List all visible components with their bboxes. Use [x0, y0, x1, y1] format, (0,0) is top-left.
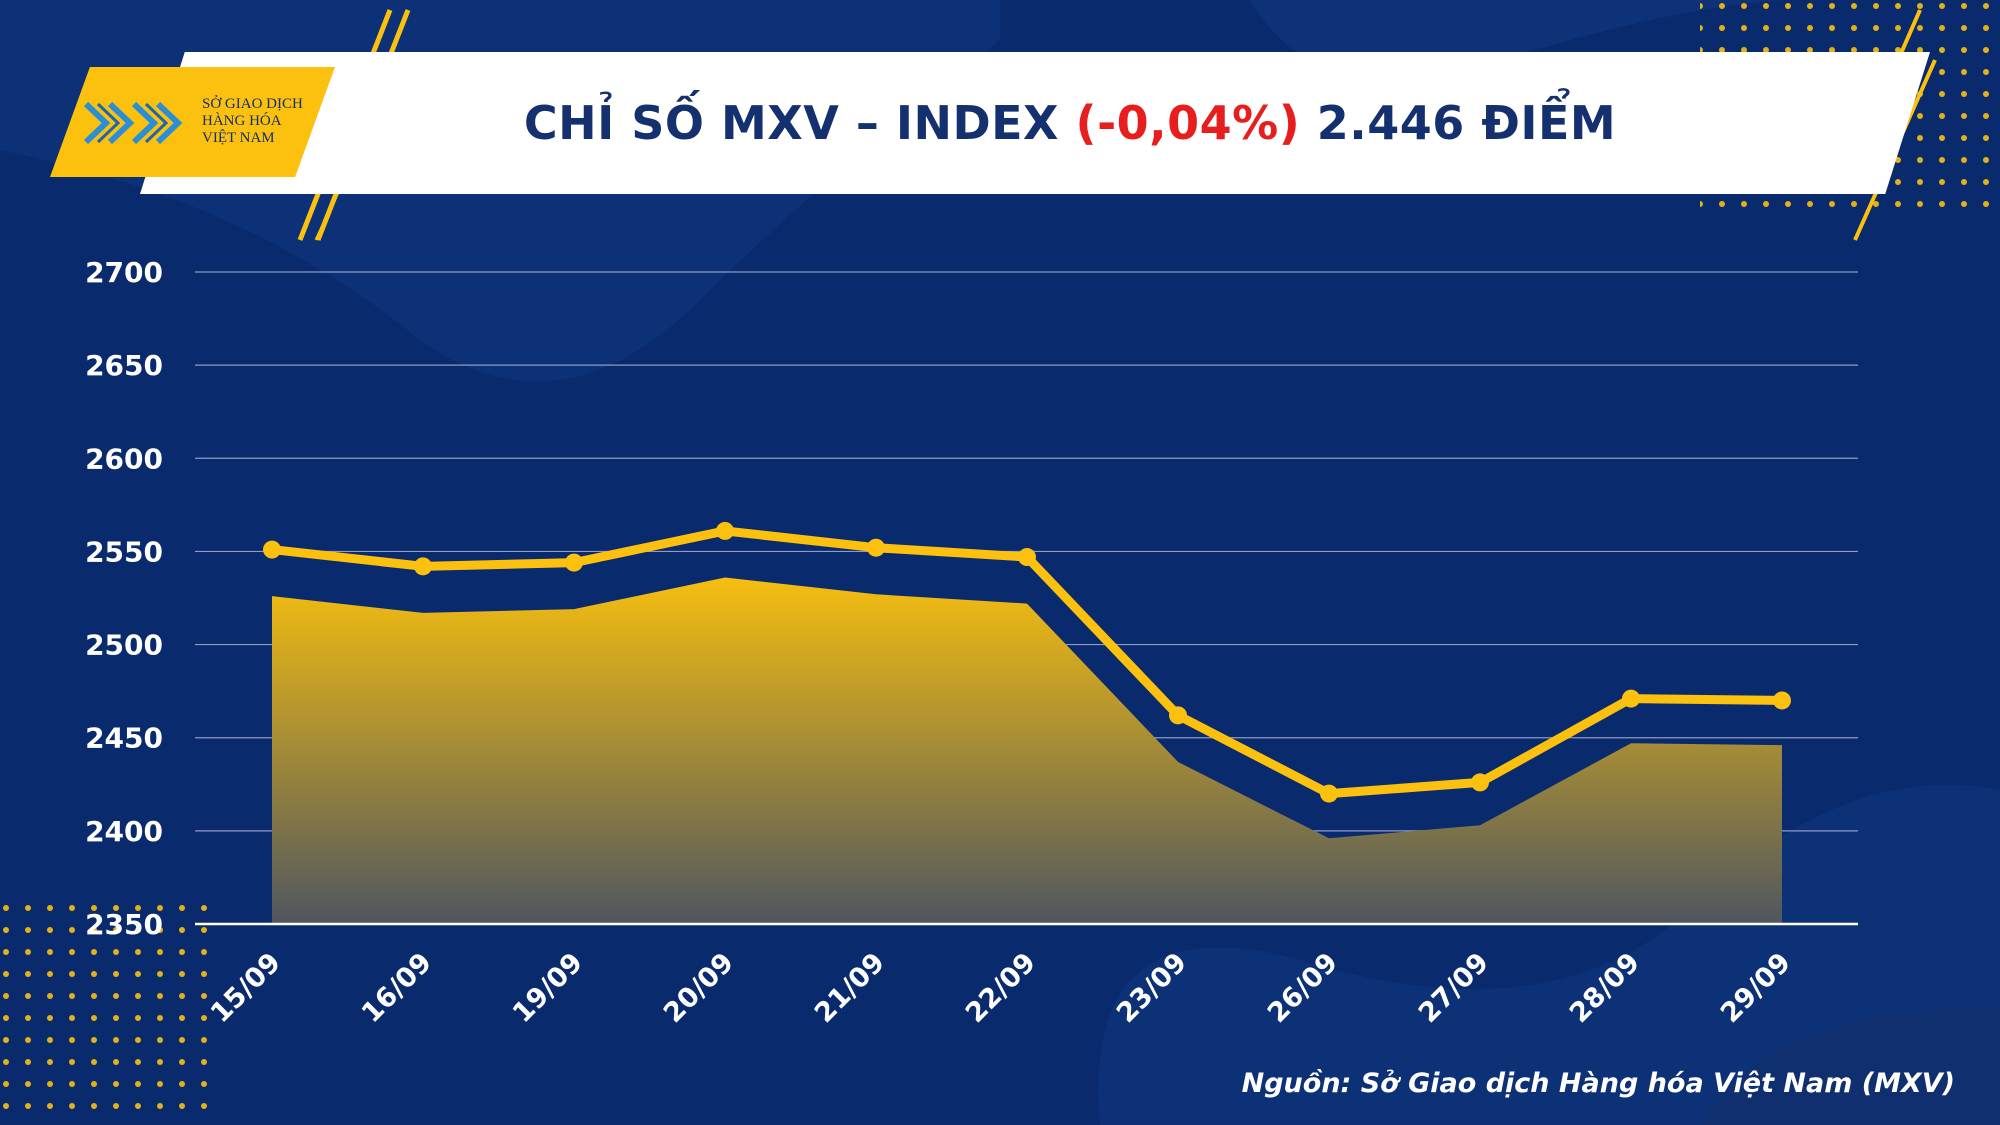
x-tick-label: 16/09: [356, 947, 438, 1029]
data-point: [565, 553, 583, 572]
y-tick-label: 2450: [85, 722, 163, 755]
data-point: [1169, 706, 1187, 725]
x-tick-label: 20/09: [658, 947, 740, 1029]
title-suffix: 2.446 ĐIỂM: [1300, 96, 1617, 150]
header-bar: [140, 52, 1930, 194]
x-tick-label: 28/09: [1564, 947, 1646, 1029]
area-series: [272, 577, 1782, 924]
logo-line-2: HÀNG HÓA: [202, 113, 282, 129]
x-axis-ticks: 15/09 16/09 19/09 20/09 21/09 22/09 23/09 26/09…: [205, 947, 1797, 1029]
data-point: [263, 540, 281, 559]
logo-box: [50, 67, 335, 177]
x-tick-label: 22/09: [960, 947, 1042, 1029]
title-prefix: CHỈ SỐ MXV – INDEX: [523, 96, 1076, 150]
logo-text: SỞ GIAO DỊCH HÀNG HÓA VIỆT NAM: [202, 96, 332, 147]
y-tick-label: 2650: [85, 349, 163, 382]
line-series: [263, 521, 1791, 803]
mxv-logo-icon: [83, 101, 183, 145]
data-point: [1622, 689, 1640, 708]
x-tick-label: 21/09: [809, 947, 891, 1029]
y-tick-label: 2350: [85, 908, 163, 941]
area-series-fill: [272, 577, 1782, 924]
x-tick-label: 29/09: [1715, 947, 1797, 1029]
x-tick-label: 27/09: [1413, 947, 1495, 1029]
source-note: Nguồn: Sở Giao dịch Hàng hóa Việt Nam (M…: [1241, 1068, 1955, 1099]
page-title: CHỈ SỐ MXV – INDEX (-0,04%) 2.446 ĐIỂM: [140, 52, 2000, 194]
data-point: [414, 557, 432, 576]
x-tick-label: 19/09: [507, 947, 589, 1029]
data-point: [1773, 691, 1791, 710]
y-tick-label: 2500: [85, 629, 163, 662]
data-point: [1320, 784, 1338, 803]
x-tick-label: 26/09: [1262, 947, 1344, 1029]
logo-line-3: VIỆT NAM: [202, 130, 275, 146]
data-point: [716, 521, 734, 540]
y-tick-label: 2550: [85, 535, 163, 568]
x-tick-label: 23/09: [1111, 947, 1193, 1029]
data-point: [867, 538, 885, 557]
logo-line-1: SỞ GIAO DỊCH: [202, 96, 303, 112]
y-tick-label: 2400: [85, 815, 163, 848]
x-tick-label: 15/09: [205, 947, 287, 1029]
y-axis-ticks: 2350 2400 2450 2500 2550 2600 2650 2700: [85, 256, 163, 941]
y-tick-label: 2700: [85, 256, 163, 289]
title-change: (-0,04%): [1075, 96, 1301, 150]
data-point: [1471, 773, 1489, 792]
data-point: [1018, 548, 1036, 567]
y-tick-label: 2600: [85, 442, 163, 475]
